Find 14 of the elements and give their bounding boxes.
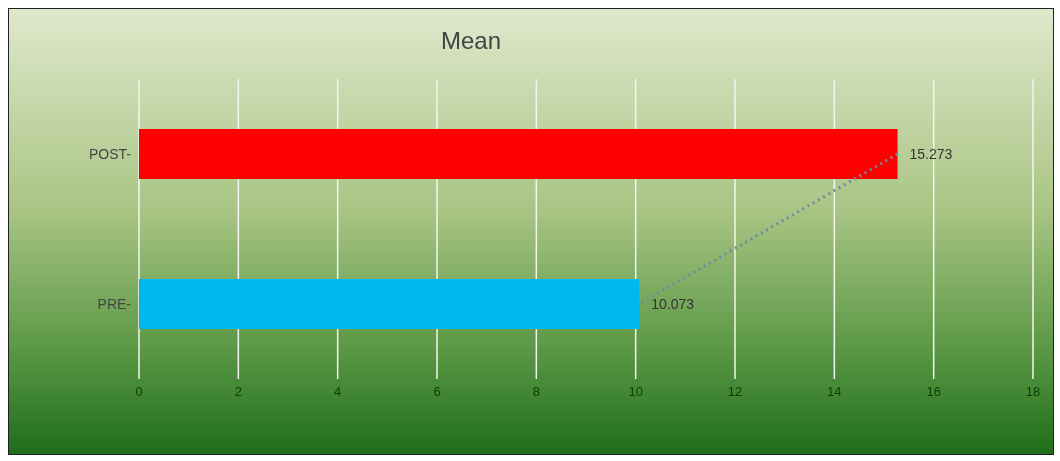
x-tick-label: 4 (334, 384, 342, 400)
x-tick-label: 14 (827, 384, 842, 400)
x-tick-label: 6 (433, 384, 441, 400)
chart-title: Mean (439, 26, 502, 56)
x-tick-label: 12 (727, 384, 743, 400)
data-label: 10.073 (651, 296, 695, 312)
x-tick-label: 2 (234, 384, 242, 400)
x-tick-label: 16 (926, 384, 941, 400)
y-tick-label: POST- (88, 145, 132, 162)
x-tick-label: 10 (628, 384, 643, 400)
x-tick-label: 8 (532, 384, 540, 400)
x-tick-label: 18 (1025, 384, 1041, 400)
y-tick-label: PRE- (97, 295, 132, 312)
x-tick-label: 0 (135, 384, 143, 400)
